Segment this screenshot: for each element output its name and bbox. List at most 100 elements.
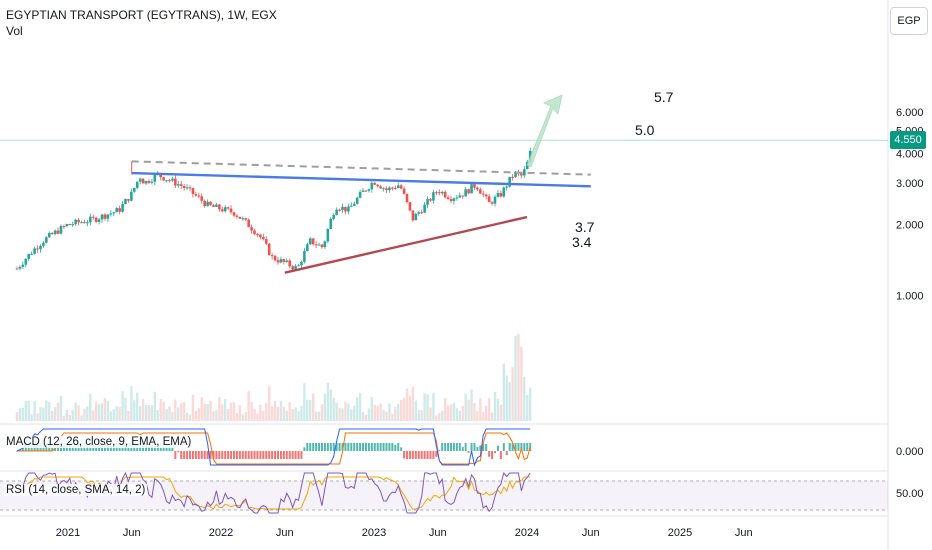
candle [112,212,116,214]
volume-bar [470,389,473,421]
macd-hist-bar [303,447,306,451]
volume-bar [461,405,464,421]
candle [396,185,400,189]
volume-bar [203,403,206,421]
volume-bar [273,400,277,421]
macd-hist-bar [470,443,473,451]
candle [426,199,429,205]
volume-bar [147,405,151,421]
candle [121,204,124,212]
candle [182,185,186,188]
candle [291,266,294,270]
volume-bar [162,401,165,421]
volume-bar [106,401,110,421]
candle [496,193,500,197]
volume-bar [523,376,526,421]
candle [188,187,192,189]
volume-bar [83,408,86,421]
volume-bar [127,410,130,421]
macd-hist-bar [485,444,488,451]
candle [391,187,394,189]
macd-hist-bar [294,451,297,459]
volume-bar [490,412,494,421]
macd-hist-bar [344,443,347,451]
macd-hist-bar [329,443,332,451]
candle [323,241,327,248]
volume-bar [130,386,133,421]
volume-bar [226,409,230,421]
volume-bar [212,411,215,421]
candle [303,251,306,262]
volume-bar [379,403,382,421]
candle [53,230,57,235]
volume-bar [215,410,218,421]
volume-bar [314,411,318,421]
candle [250,227,253,231]
macd-hist-bar [320,443,323,451]
candle [273,255,277,261]
candle [68,224,72,226]
candle [432,192,435,201]
dashed-trendline [131,160,591,176]
volume-bar [388,403,391,421]
macd-hist-bar [335,443,338,451]
volume-bar [33,401,36,421]
candle [288,260,292,267]
macd-hist-bar [493,451,496,454]
macd-hist-bar [388,443,391,451]
candle [344,206,347,212]
candle [77,219,80,223]
macd-hist-bar [209,451,212,459]
macd-hist-bar [496,445,499,451]
macd-hist-bar [505,451,508,456]
volume-bar [411,386,415,421]
candle [417,212,421,214]
macd-hist-bar [285,451,288,459]
macd-hist-bar [476,446,479,451]
macd-hist-bar [259,451,262,459]
candle [232,212,236,216]
macd-hist-bar [171,445,174,451]
candle [176,184,180,186]
volume-bar [291,408,294,421]
candle [138,178,142,182]
time-tick-label: Jun [735,527,753,539]
volume-bar [446,405,450,421]
volume-bar [514,335,517,421]
candle [33,248,36,254]
candle [437,192,441,194]
macd-hist-bar [479,445,482,451]
macd-hist-bar [18,449,21,451]
time-tick-label: Jun [123,527,141,539]
candle [185,187,189,189]
macd-hist-bar [183,451,186,459]
volume-bar [250,402,253,421]
candle [520,173,523,176]
candle [429,199,432,201]
volume-bar [185,412,189,421]
volume-bar [511,367,514,421]
candle [212,205,215,207]
volume-bar [528,387,532,421]
volume-bar [174,399,177,421]
volume-bar [479,398,482,421]
volume-bar [74,402,77,421]
volume-bar [341,408,344,421]
candle [179,184,183,186]
currency-button[interactable]: EGP [890,7,928,35]
candle [71,224,75,226]
macd-hist-bar [189,451,192,459]
target-arrow [526,94,563,168]
candle [467,189,470,194]
macd-hist-bar [279,451,282,459]
volume-bar [382,409,385,421]
candle [420,212,423,214]
macd-hist-bar [262,451,265,459]
volume-bar [232,402,236,421]
candle [83,222,86,224]
volume-bar [517,333,520,421]
volume-bar [115,406,118,421]
candle [109,213,113,215]
volume-bar [247,391,250,421]
